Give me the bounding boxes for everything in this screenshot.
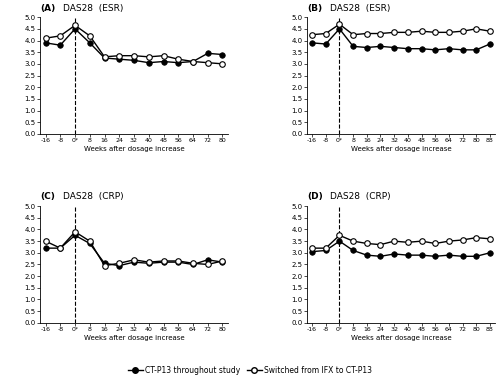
X-axis label: Weeks after dosage increase: Weeks after dosage increase [350,146,452,152]
X-axis label: Weeks after dosage increase: Weeks after dosage increase [350,335,452,341]
Text: DAS28  (ESR): DAS28 (ESR) [330,3,390,13]
Text: (C): (C) [40,193,55,201]
Text: DAS28  (CRP): DAS28 (CRP) [330,193,390,201]
X-axis label: Weeks after dosage increase: Weeks after dosage increase [84,146,184,152]
Text: DAS28  (ESR): DAS28 (ESR) [62,3,123,13]
Text: DAS28  (CRP): DAS28 (CRP) [62,193,123,201]
Legend: CT-P13 throughout study, Switched from IFX to CT-P13: CT-P13 throughout study, Switched from I… [124,363,376,378]
Text: (B): (B) [307,3,322,13]
Text: (D): (D) [307,193,322,201]
X-axis label: Weeks after dosage increase: Weeks after dosage increase [84,335,184,341]
Text: (A): (A) [40,3,55,13]
